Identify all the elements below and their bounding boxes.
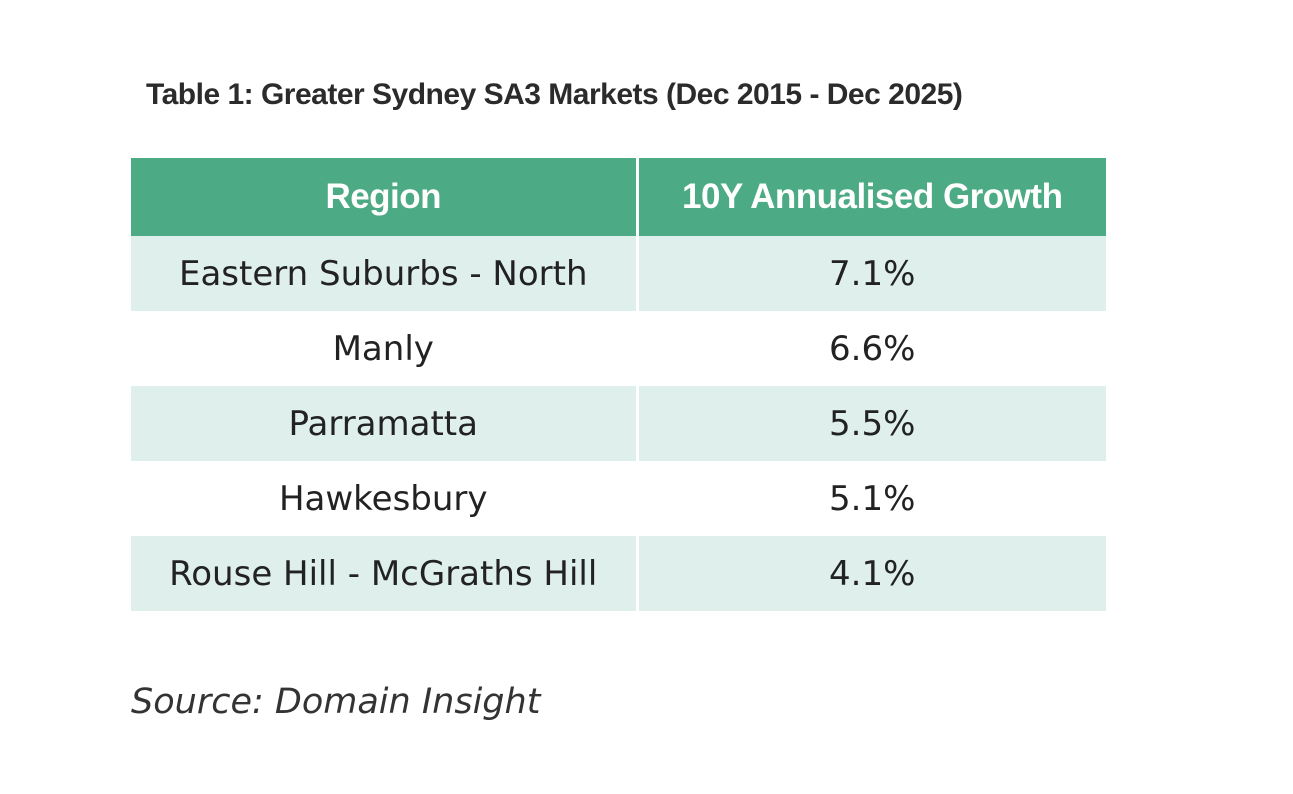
region-cell: Rouse Hill - McGraths Hill [131, 536, 637, 611]
table-row: Manly 6.6% [131, 311, 1106, 386]
growth-cell: 6.6% [635, 311, 1106, 386]
column-header-region: Region [131, 158, 637, 236]
source-note: Source: Domain Insight [131, 682, 541, 722]
growth-cell: 5.5% [635, 386, 1106, 461]
table-header-row: Region 10Y Annualised Growth [131, 158, 1106, 236]
growth-cell: 4.1% [635, 536, 1106, 611]
growth-cell: 5.1% [635, 461, 1106, 536]
table-row: Hawkesbury 5.1% [131, 461, 1106, 536]
region-cell: Manly [131, 311, 637, 386]
table-title: Table 1: Greater Sydney SA3 Markets (Dec… [146, 78, 963, 111]
region-cell: Eastern Suburbs - North [131, 236, 637, 311]
table-row: Eastern Suburbs - North 7.1% [131, 236, 1106, 311]
table-row: Rouse Hill - McGraths Hill 4.1% [131, 536, 1106, 611]
region-cell: Parramatta [131, 386, 637, 461]
region-cell: Hawkesbury [131, 461, 637, 536]
table-row: Parramatta 5.5% [131, 386, 1106, 461]
growth-table: Region 10Y Annualised Growth Eastern Sub… [131, 158, 1106, 611]
growth-cell: 7.1% [635, 236, 1106, 311]
column-header-growth: 10Y Annualised Growth [635, 158, 1106, 236]
